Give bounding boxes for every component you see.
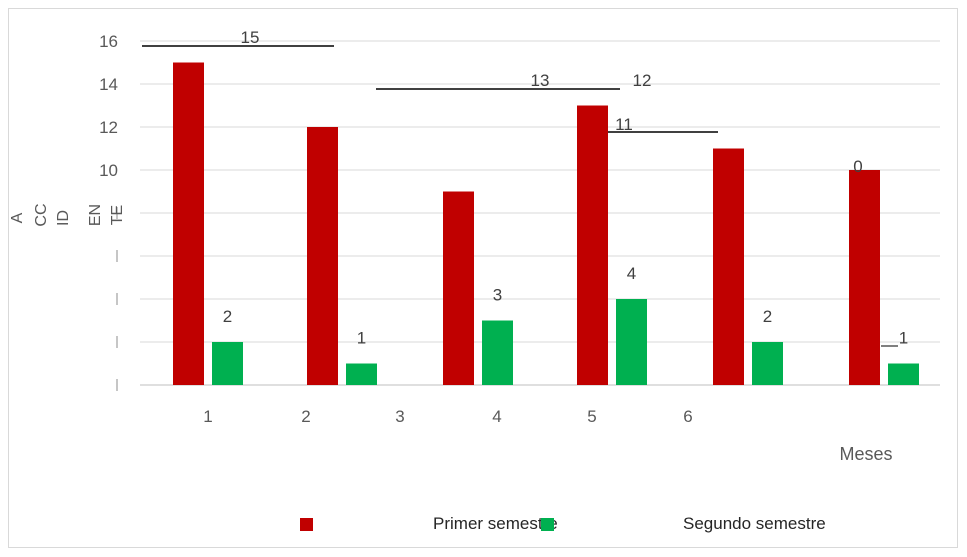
bar-segundo-5: [752, 342, 783, 385]
bar-segundo-4: [616, 299, 647, 385]
y-tick-label-10: 10: [99, 161, 118, 180]
x-tick-label-1: 1: [203, 407, 212, 426]
x-tick-label-4: 4: [492, 407, 501, 426]
y-tick-label-16: 16: [99, 32, 118, 51]
bar-segundo-6: [888, 363, 919, 385]
y-tick-label-14: 14: [99, 75, 118, 94]
legend-label-segundo: Segundo semestre: [683, 514, 826, 533]
y-axis-title-part-4: EN: [87, 204, 104, 226]
bar-primer-3: [443, 191, 474, 385]
data-label-primer-2: 12: [633, 71, 652, 90]
bar-segundo-3: [482, 320, 513, 385]
y-axis-title-part-2: CC: [33, 203, 50, 226]
legend-label-primer: Primer semestre: [433, 514, 558, 533]
x-tick-label-6: 6: [683, 407, 692, 426]
x-tick-label-3: 3: [395, 407, 404, 426]
data-label-segundo-3: 3: [493, 286, 502, 305]
data-label-segundo-4: 4: [627, 264, 636, 283]
legend-swatch-primer: [300, 518, 313, 531]
bar-primer-4: [577, 105, 608, 385]
bar-primer-1: [173, 62, 204, 385]
data-label-primer-5: 0: [853, 157, 862, 176]
bar-primer-6: [849, 170, 880, 385]
data-label-segundo-1: 2: [223, 307, 232, 326]
bar-primer-2: [307, 127, 338, 385]
chart-frame: [8, 8, 958, 548]
data-label-segundo-2: 1: [357, 329, 366, 348]
bar-primer-5: [713, 148, 744, 385]
data-label-segundo-6: 1: [899, 329, 908, 348]
data-label-primer-3: 13: [531, 71, 550, 90]
y-axis-title-part-1: A: [9, 212, 26, 223]
y-tick-label-12: 12: [99, 118, 118, 137]
data-label-segundo-5: 2: [763, 307, 772, 326]
data-label-primer-4: 11: [615, 115, 633, 134]
x-axis-title: Meses: [839, 444, 892, 464]
x-tick-label-5: 5: [587, 407, 596, 426]
bar-segundo-1: [212, 342, 243, 385]
x-tick-label-2: 2: [301, 407, 310, 426]
legend-swatch-segundo: [541, 518, 554, 531]
y-axis-title-part-3: ID: [55, 210, 72, 226]
bar-segundo-2: [346, 363, 377, 385]
data-label-primer-1: 15: [241, 28, 260, 47]
y-axis-title-part-5: TE: [109, 205, 126, 225]
